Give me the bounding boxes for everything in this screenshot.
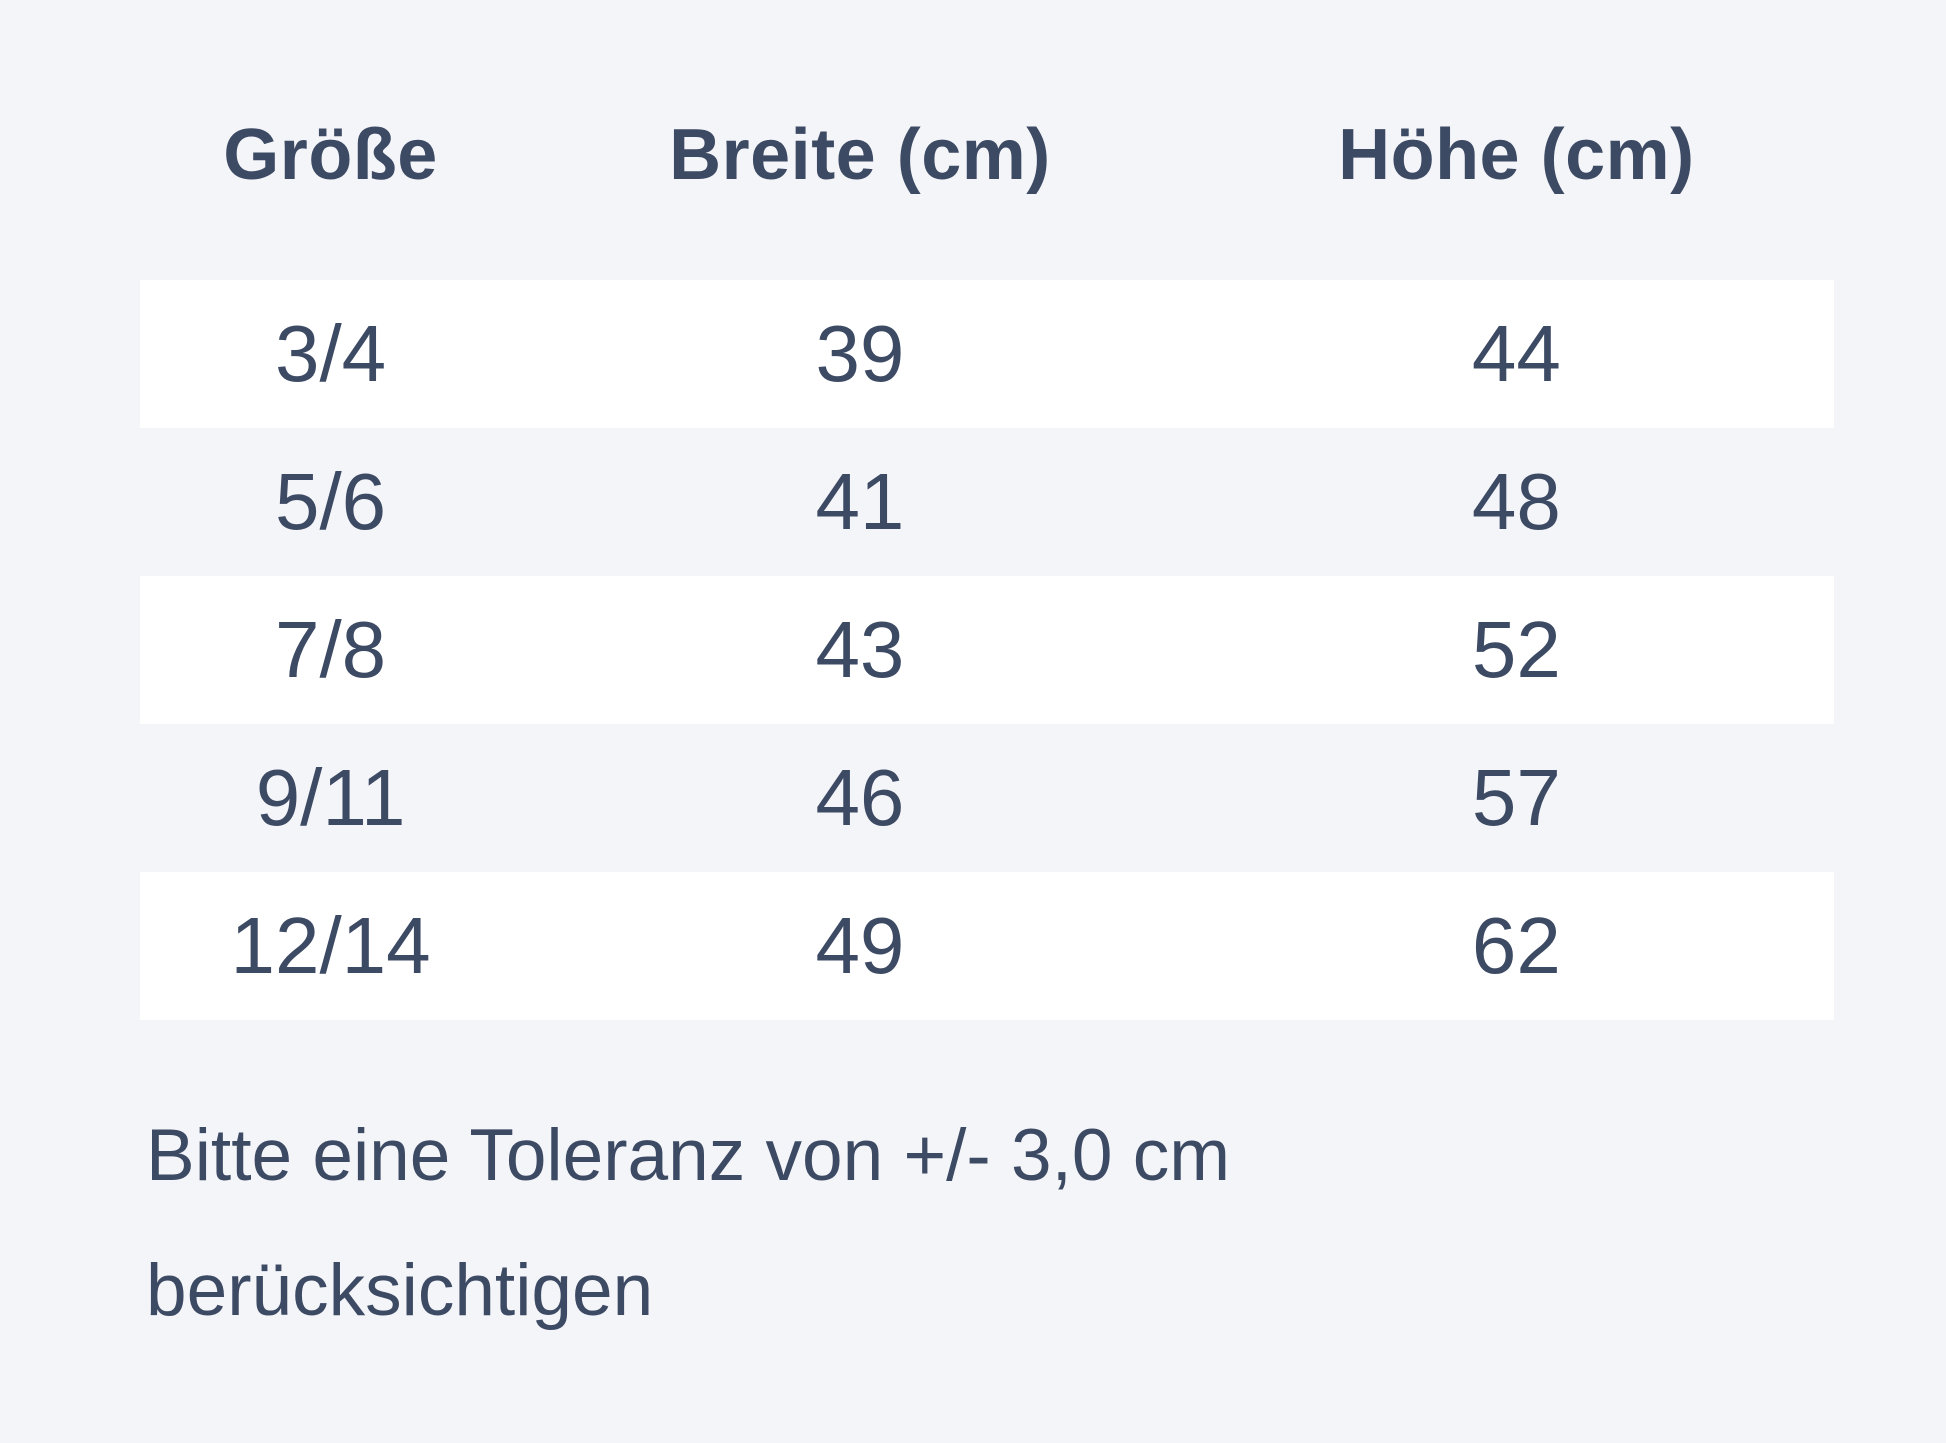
height-cell: 52 — [1471, 605, 1561, 694]
column-header-height: Höhe (cm) — [1338, 115, 1695, 195]
width-cell: 49 — [815, 901, 905, 990]
table-row: 3/4 39 44 — [140, 280, 1834, 428]
size-cell: 5/6 — [274, 457, 387, 546]
column-header-width: Breite (cm) — [669, 115, 1051, 195]
size-cell: 9/11 — [255, 753, 406, 842]
table-row: 5/6 41 48 — [140, 428, 1834, 576]
width-cell: 43 — [815, 605, 905, 694]
size-cell: 7/8 — [274, 605, 387, 694]
tolerance-note-line2: berücksichtigen — [146, 1250, 654, 1331]
tolerance-note: Bitte eine Toleranz von +/- 3,0 cm berüc… — [146, 1088, 1230, 1358]
size-cell: 3/4 — [274, 309, 387, 398]
table-body: 3/4 39 44 5/6 41 48 7/8 43 52 9/11 46 57… — [140, 280, 1834, 1020]
column-header-size: Größe — [223, 115, 438, 195]
size-cell: 12/14 — [230, 901, 431, 990]
width-cell: 46 — [815, 753, 905, 842]
height-cell: 44 — [1471, 309, 1561, 398]
table-row: 7/8 43 52 — [140, 576, 1834, 724]
tolerance-note-line1: Bitte eine Toleranz von +/- 3,0 cm — [146, 1115, 1231, 1196]
width-cell: 41 — [815, 457, 905, 546]
size-table: Größe Breite (cm) Höhe (cm) 3/4 39 44 5/… — [140, 0, 1834, 1020]
height-cell: 48 — [1471, 457, 1561, 546]
height-cell: 62 — [1471, 901, 1561, 990]
width-cell: 39 — [815, 309, 905, 398]
table-row: 9/11 46 57 — [140, 724, 1834, 872]
height-cell: 57 — [1471, 753, 1561, 842]
table-header-row: Größe Breite (cm) Höhe (cm) — [140, 0, 1834, 280]
table-row: 12/14 49 62 — [140, 872, 1834, 1020]
